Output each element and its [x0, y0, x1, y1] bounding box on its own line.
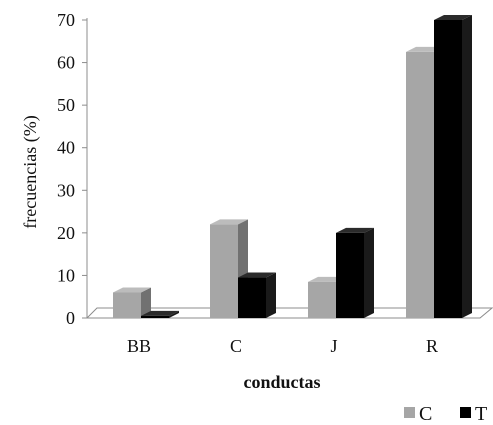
bar-j-t: [336, 227, 374, 318]
y-tick-label: 20: [57, 223, 75, 243]
legend-swatch-c: [404, 407, 415, 418]
bar-bb-t: [141, 310, 179, 318]
bar-r-t: [434, 15, 472, 318]
bar-front: [308, 281, 336, 318]
x-tick-label: C: [230, 336, 242, 356]
x-axis-title: conductas: [243, 372, 320, 392]
bar-c-t: [238, 272, 276, 318]
x-tick-label: BB: [127, 336, 151, 356]
bar-top: [434, 15, 472, 20]
bars: [113, 15, 472, 319]
y-tick-label: 40: [57, 138, 75, 158]
x-axis-ticks: BB C J R: [127, 336, 438, 356]
bar-front: [336, 232, 364, 318]
bar-front: [238, 277, 266, 318]
y-tick-label: 50: [57, 95, 75, 115]
bar-side: [141, 287, 151, 318]
bar-front: [141, 315, 169, 318]
legend-label-c: C: [419, 403, 432, 425]
bar-bb-c: [113, 287, 151, 318]
y-axis: 0 10 20 30 40 50 60 70: [57, 10, 88, 328]
y-tick-label: 60: [57, 53, 75, 73]
bar-top: [210, 219, 248, 225]
legend-swatch-t: [460, 407, 471, 418]
bar-side: [266, 272, 276, 318]
bar-front: [434, 20, 462, 318]
bar-top: [336, 227, 374, 233]
x-tick-label: J: [330, 336, 337, 356]
bar-front: [406, 51, 434, 319]
y-tick-label: 0: [66, 308, 75, 328]
y-tick-label: 10: [57, 265, 75, 285]
bar-top: [141, 310, 179, 316]
bar-front: [210, 224, 238, 318]
y-tick-label: 30: [57, 180, 75, 200]
bar-front: [113, 292, 141, 318]
bar-top: [238, 272, 276, 278]
bar-top: [113, 287, 151, 293]
bar-side: [169, 310, 179, 318]
y-axis-title: frecuencias (%): [20, 115, 41, 228]
bar-side: [462, 15, 472, 318]
legend-label-t: T: [475, 403, 487, 425]
y-tick-label: 70: [57, 10, 75, 30]
x-tick-label: R: [426, 336, 438, 356]
bar-side: [364, 227, 374, 318]
